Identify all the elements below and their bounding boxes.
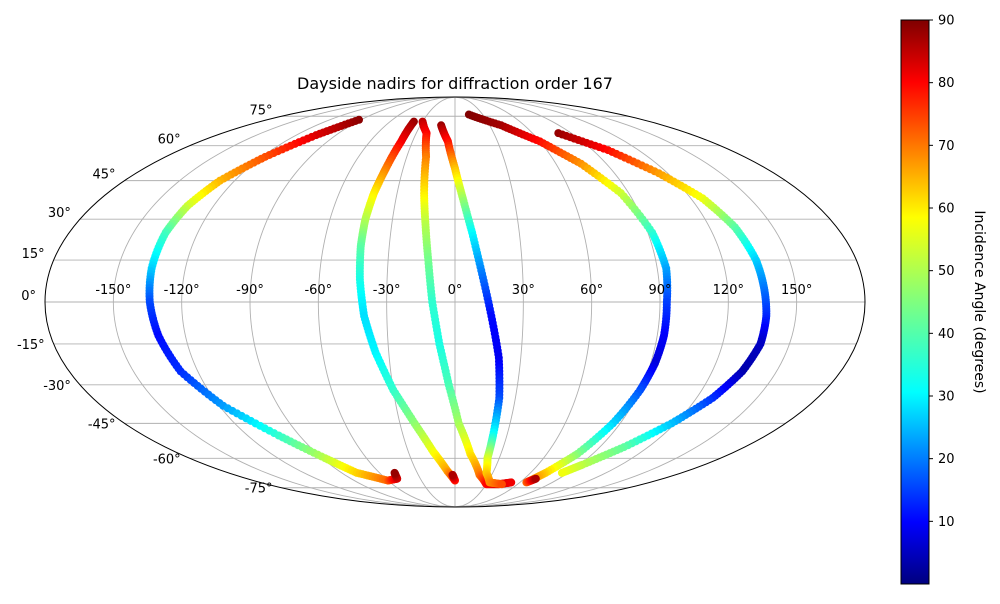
lon-tick-label: -30° <box>373 283 401 298</box>
lon-tick-label: -60° <box>304 283 332 298</box>
lat-tick-label: 60° <box>158 133 181 148</box>
lat-tick-label: -60° <box>153 452 181 467</box>
lon-tick-label: 0° <box>448 283 463 298</box>
track-point <box>448 470 457 479</box>
track-series-4 <box>437 121 506 489</box>
colorbar-tick-label: 50 <box>938 264 955 279</box>
track-series-2 <box>355 117 459 485</box>
lat-tick-label: -15° <box>17 338 45 353</box>
lat-tick-label: 15° <box>22 247 45 262</box>
track-series-3 <box>418 117 516 489</box>
lat-tick-label: 0° <box>21 289 36 304</box>
lon-tick-label: 60° <box>580 283 603 298</box>
lon-tick-label: 90° <box>648 283 671 298</box>
colorbar-tick-label: 60 <box>938 202 955 217</box>
track-point <box>497 480 506 489</box>
colorbar-tick-label: 20 <box>938 452 955 467</box>
track-point <box>531 474 540 483</box>
lat-tick-label: -75° <box>245 482 273 497</box>
colorbar-tick-label: 90 <box>938 14 955 29</box>
lat-tick-label: 45° <box>93 168 116 183</box>
lon-tick-label: 120° <box>713 283 744 298</box>
colorbar-gradient <box>900 19 930 585</box>
map-tick-labels: -150° -120° -90° -60° -30° 0° 30° 60° 90° 120° 150… <box>17 103 812 496</box>
lat-tick-label: -45° <box>88 417 116 432</box>
colorbar-ticks: 10 20 30 40 50 60 70 80 90 <box>929 14 955 530</box>
lon-tick-label: 30° <box>512 283 535 298</box>
colorbar-tick-label: 80 <box>938 76 955 91</box>
colorbar-tick-label: 70 <box>938 139 955 154</box>
colorbar-tick-label: 30 <box>938 390 955 405</box>
chart-title: Dayside nadirs for diffraction order 167 <box>297 74 613 93</box>
track-series-6 <box>554 129 771 477</box>
map-data-points <box>145 110 771 489</box>
colorbar-tick-label: 40 <box>938 327 955 342</box>
lon-tick-label: 150° <box>781 283 812 298</box>
lat-tick-label: 30° <box>48 206 71 221</box>
track-point <box>507 478 516 487</box>
colorbar-label: Incidence Angle (degrees) <box>971 210 987 393</box>
map-border <box>44 96 866 508</box>
colorbar: 10 20 30 40 50 60 70 80 90 Incidence Angle (degr… <box>900 14 987 585</box>
colorbar-tick-label: 10 <box>938 515 955 530</box>
lat-tick-label: -30° <box>43 379 71 394</box>
lon-tick-label: -90° <box>236 283 264 298</box>
lon-tick-label: -120° <box>164 283 200 298</box>
track-series-5 <box>464 110 672 487</box>
track-point <box>390 468 399 477</box>
lat-tick-label: 75° <box>249 103 272 118</box>
track-series-1 <box>145 115 402 485</box>
lon-tick-label: -150° <box>95 283 131 298</box>
track-point <box>557 468 566 477</box>
